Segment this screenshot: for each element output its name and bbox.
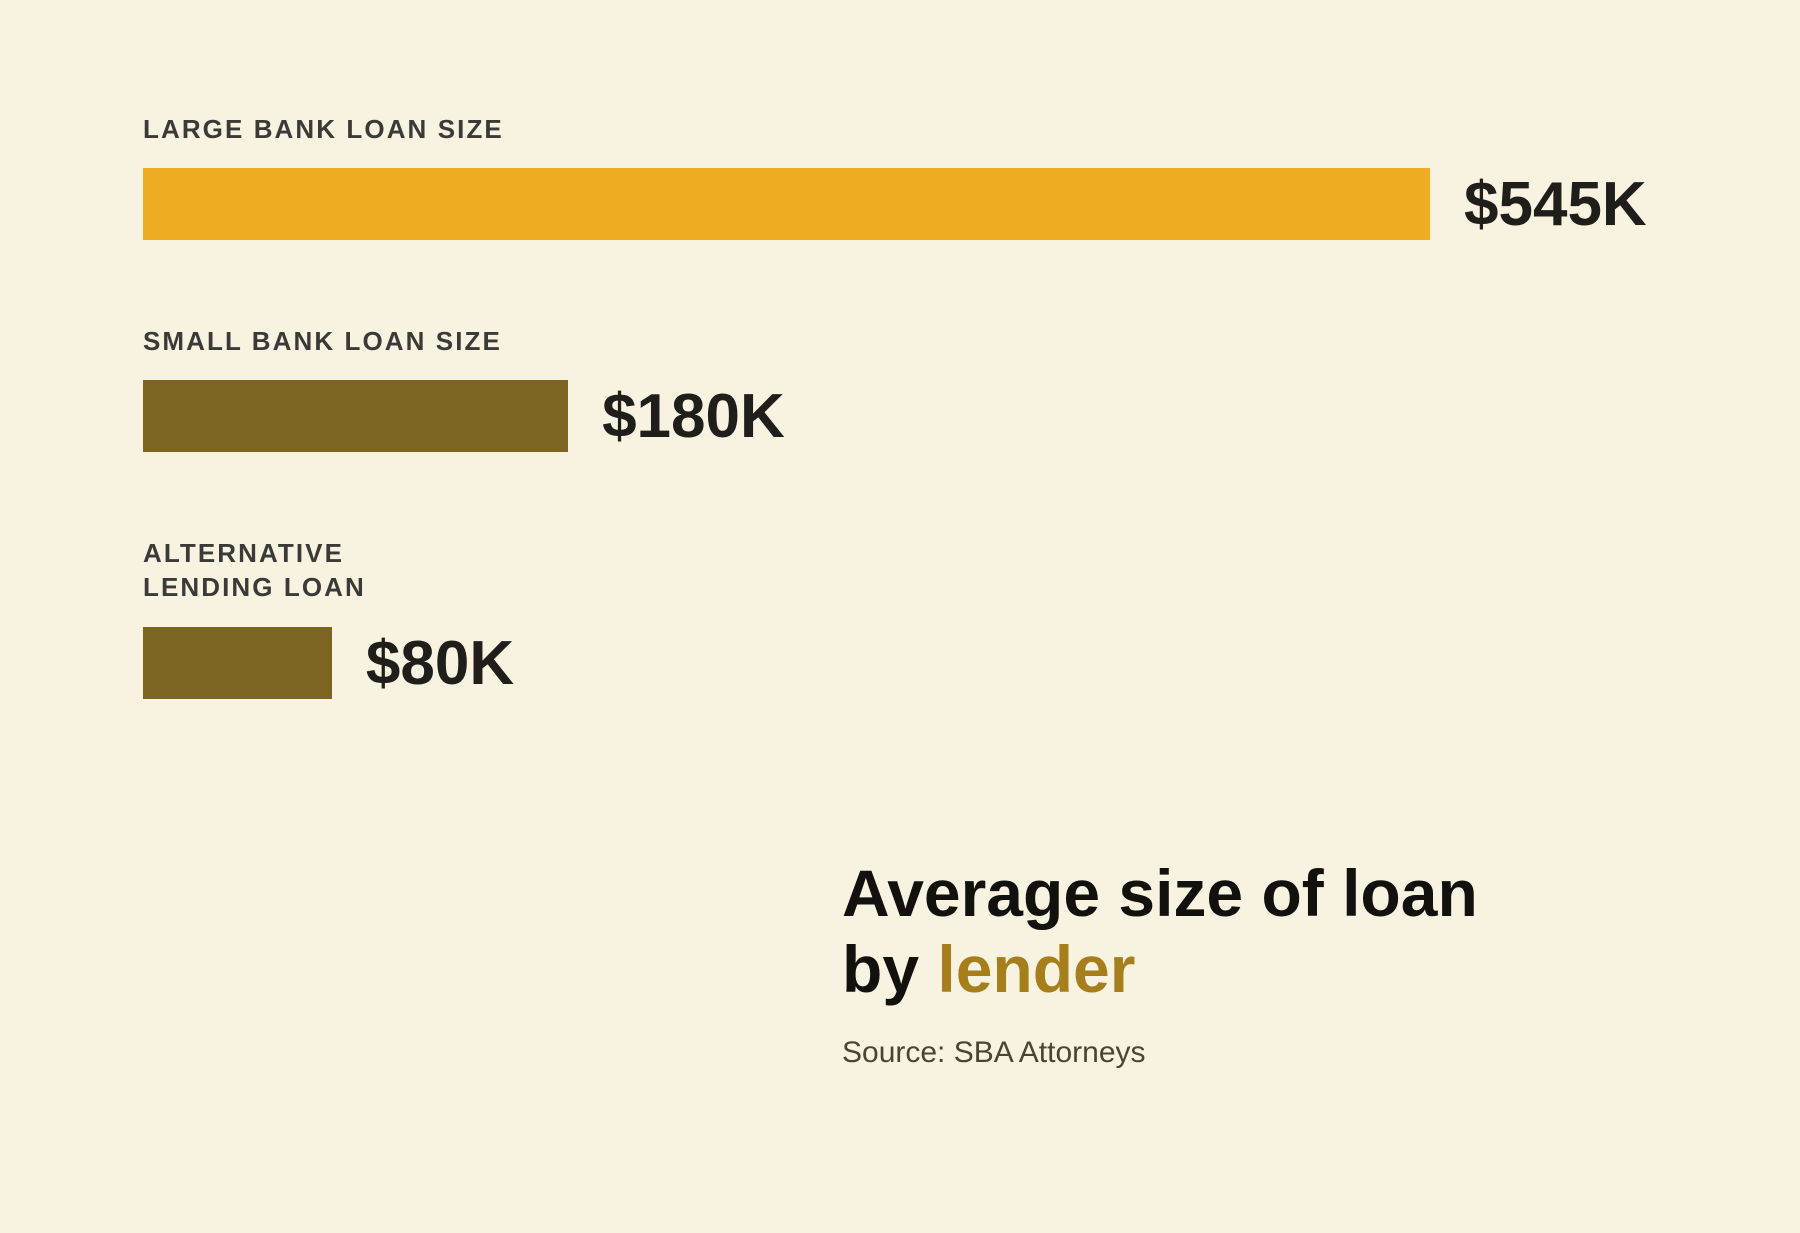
infographic-canvas: LARGE BANK LOAN SIZE $545K SMALL BANK LOAN…: [0, 0, 1800, 1233]
bar-row: $180K: [143, 380, 785, 452]
chart-title-prefix: by: [842, 932, 937, 1006]
bar-value: $545K: [1464, 169, 1647, 240]
chart-title-accent: lender: [937, 932, 1135, 1006]
bar-row: $80K: [143, 627, 514, 699]
bar-label: SMALL BANK LOAN SIZE: [143, 325, 502, 359]
bar-value: $80K: [366, 628, 514, 699]
bar: [143, 627, 332, 699]
bar-label: ALTERNATIVE LENDING LOAN: [143, 537, 423, 605]
chart-source: Source: SBA Attorneys: [842, 1036, 1478, 1070]
chart-title-block: Average size of loan by lender Source: S…: [842, 856, 1478, 1070]
bar: [143, 168, 1430, 240]
chart-title-line-1: Average size of loan: [842, 856, 1478, 932]
bar: [143, 380, 568, 452]
bar-value: $180K: [602, 381, 785, 452]
bar-row: $545K: [143, 168, 1647, 240]
bar-label: LARGE BANK LOAN SIZE: [143, 113, 504, 147]
chart-title-line-2: by lender: [842, 932, 1478, 1008]
